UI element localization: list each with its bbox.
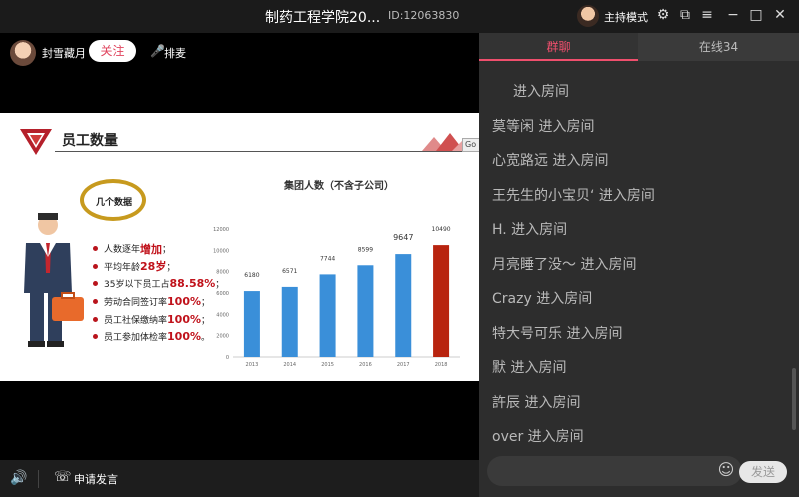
x-tick-label: 2017 (397, 362, 410, 368)
host-avatar[interactable] (577, 5, 599, 27)
tab-online[interactable]: 在线34 (638, 33, 799, 61)
y-tick-label: 0 (226, 355, 229, 361)
rank-icon[interactable]: 🎤 (150, 44, 165, 58)
list-item: 莫等闲 进入房间 (492, 119, 595, 135)
bullet-item: 人数逐年 增加； (93, 240, 224, 258)
speaker-icon[interactable]: 🔊 (10, 470, 28, 486)
bar (319, 274, 336, 357)
data-label: 7744 (320, 255, 335, 262)
chart-title: 集团人数（不含子公司） (284, 181, 394, 192)
y-tick-label: 12000 (213, 227, 229, 233)
list-item: 心宽路远 进入房间 (492, 153, 609, 169)
x-tick-label: 2015 (321, 362, 334, 368)
list-item: 許辰 进入房间 (492, 395, 581, 411)
data-label: 8599 (358, 246, 373, 253)
phone-icon[interactable]: ☏ (54, 469, 72, 485)
list-item: 特大号可乐 进入房间 (492, 326, 623, 342)
list-item: Crazy 进入房间 (492, 291, 593, 307)
data-label: 10490 (432, 226, 451, 233)
maximize-icon[interactable]: □ (749, 7, 763, 23)
bubble-text: 几个数据 (96, 198, 133, 208)
list-item: 月亮睡了没～ 进入房间 (492, 257, 637, 273)
list-item: 王先生的小宝贝‘ 进入房间 (492, 188, 655, 204)
close-icon[interactable]: ✕ (774, 7, 786, 23)
data-label: 6180 (244, 272, 259, 279)
speech-bubble (80, 179, 146, 221)
room-title: 制药工程学院20... (265, 10, 381, 26)
list-item: H. 进入房间 (492, 222, 568, 238)
bar-chart: 0 2000 4000 6000 8000 10000 12000 6180 2013 6571 2… (213, 226, 460, 368)
list-item: 默 进入房间 (492, 360, 567, 376)
presenter-name: 封雪藏月 (42, 47, 86, 60)
host-mode-button[interactable]: 主持模式 (604, 11, 648, 24)
bar (281, 286, 298, 357)
popout-icon[interactable]: ⧉ (680, 7, 690, 23)
follow-button[interactable]: 关注 (89, 40, 136, 62)
settings-icon[interactable]: ⚙ (656, 7, 670, 23)
bullet-item: 员工参加体检率 100%。 (93, 328, 224, 346)
go-tag[interactable]: Go (462, 138, 479, 152)
bullet-item: 35岁以下员工占 88.58%； (93, 275, 224, 293)
chat-input[interactable] (487, 456, 742, 486)
bar (395, 254, 412, 357)
queue-mic-button[interactable]: 排麦 (164, 47, 186, 60)
slide: 员工数量 Go 几个数据 人数逐年 增加； 平均年龄 28岁； 35岁以下员工占 88… (0, 113, 479, 381)
bullet-item: 平均年龄 28岁； (93, 258, 224, 276)
slide-title: 员工数量 (62, 133, 118, 149)
x-tick-label: 2016 (359, 362, 372, 368)
tab-group-chat[interactable]: 群聊 (479, 33, 638, 61)
list-item: 进入房间 (513, 84, 569, 100)
bar (243, 291, 260, 357)
chat-panel: 群聊 在线34 进入房间 莫等闲 进入房间 心宽路远 进入房间 王先生的小宝贝‘… (479, 33, 799, 497)
data-label: 6571 (282, 268, 297, 275)
menu-icon[interactable]: ≡ (701, 7, 713, 23)
y-tick-label: 8000 (216, 270, 229, 276)
businessman-illustration (24, 213, 84, 347)
presenter-bar: 封雪藏月 关注 🎤 排麦 (0, 33, 479, 71)
room-id: ID:12063830 (388, 9, 460, 22)
x-tick-label: 2014 (283, 362, 296, 368)
panel-tabs: 群聊 在线34 (479, 33, 799, 61)
scrollbar[interactable] (792, 368, 796, 430)
apply-speak-button[interactable]: 申请发言 (74, 473, 118, 486)
emoji-icon[interactable]: ☺ (717, 460, 735, 479)
divider (55, 151, 465, 152)
minimize-icon[interactable]: − (727, 7, 739, 23)
bullet-list: 人数逐年 增加； 平均年龄 28岁； 35岁以下员工占 88.58%； 劳动合同签订率… (93, 240, 224, 346)
y-tick-label: 2000 (216, 334, 229, 340)
title-bar: 制药工程学院20... ID:12063830 主持模式 ⚙ ⧉ ≡ − □ ✕ (0, 0, 799, 33)
divider (38, 470, 39, 488)
video-stage: 封雪藏月 关注 🎤 排麦 (0, 33, 479, 497)
send-button[interactable]: 发送 (739, 461, 787, 483)
y-tick-label: 10000 (213, 248, 229, 254)
message-list: 进入房间 莫等闲 进入房间 心宽路远 进入房间 王先生的小宝贝‘ 进入房间 H.… (479, 73, 789, 453)
y-tick-label: 6000 (216, 291, 229, 297)
y-tick-label: 4000 (216, 312, 229, 318)
bullet-item: 劳动合同签订率 100%； (93, 293, 224, 311)
x-tick-label: 2018 (435, 362, 448, 368)
bullet-item: 员工社保缴纳率 100%； (93, 310, 224, 328)
bottom-bar: 🔊 ☏ 申请发言 (0, 460, 479, 497)
bar (433, 245, 450, 357)
x-tick-label: 2013 (246, 362, 259, 368)
presenter-avatar[interactable] (10, 40, 36, 66)
list-item: over 进入房间 (492, 429, 584, 445)
bar (357, 265, 374, 357)
data-label: 9647 (393, 233, 413, 242)
